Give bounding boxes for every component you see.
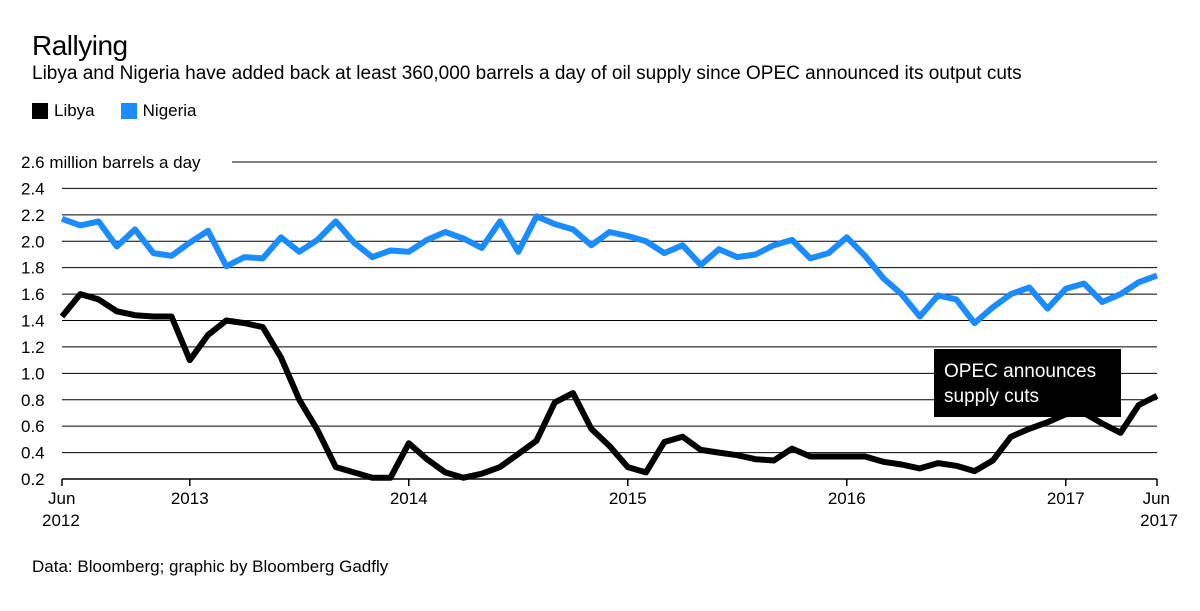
y-tick-label: 1.2 [21, 338, 45, 357]
y-tick-label: 0.6 [21, 417, 45, 436]
series-line-libya [59, 291, 1159, 481]
x-tick-label: Jun [1143, 489, 1170, 508]
y-tick-label: 2.0 [21, 232, 45, 251]
y-tick-label: 1.8 [21, 259, 45, 278]
y-tick-label: 1.0 [21, 364, 45, 383]
legend-label-nigeria: Nigeria [142, 101, 197, 120]
x-tick-label-year: 2017 [1140, 511, 1178, 530]
annotation-box [934, 349, 1121, 417]
y-tick-label: 1.6 [21, 285, 45, 304]
y-tick-label: 2.6 million barrels a day [21, 153, 201, 172]
y-tick-label: 0.2 [21, 470, 45, 489]
x-tick-label: 2017 [1047, 489, 1085, 508]
source-note: Data: Bloomberg; graphic by Bloomberg Ga… [32, 557, 389, 576]
y-tick-label: 0.4 [21, 444, 45, 463]
x-tick-label: 2016 [828, 489, 866, 508]
annotation-text: supply cuts [944, 386, 1039, 407]
chart-subtitle: Libya and Nigeria have added back at lea… [32, 63, 1022, 84]
x-tick-label: 2013 [171, 489, 209, 508]
x-tick-label-year: 2012 [42, 511, 80, 530]
legend-label-libya: Libya [54, 101, 95, 120]
chart-title: Rallying [32, 30, 128, 61]
legend-item-libya: Libya [32, 101, 95, 121]
y-tick-label: 2.4 [21, 179, 45, 198]
y-tick-label: 0.8 [21, 391, 45, 410]
y-tick-label: 2.2 [21, 206, 45, 225]
legend-swatch-nigeria [120, 103, 137, 119]
legend-item-nigeria: Nigeria [120, 101, 197, 121]
legend: Libya Nigeria [32, 101, 197, 121]
x-tick-label: Jun [48, 489, 75, 508]
y-tick-label: 1.4 [21, 312, 45, 331]
series-line-nigeria [60, 213, 1159, 327]
x-tick-label: 2015 [609, 489, 647, 508]
x-tick-label: 2014 [390, 489, 428, 508]
annotation-pointer [1031, 412, 1046, 417]
legend-swatch-libya [32, 103, 48, 119]
annotation-text: OPEC announces [944, 361, 1096, 382]
